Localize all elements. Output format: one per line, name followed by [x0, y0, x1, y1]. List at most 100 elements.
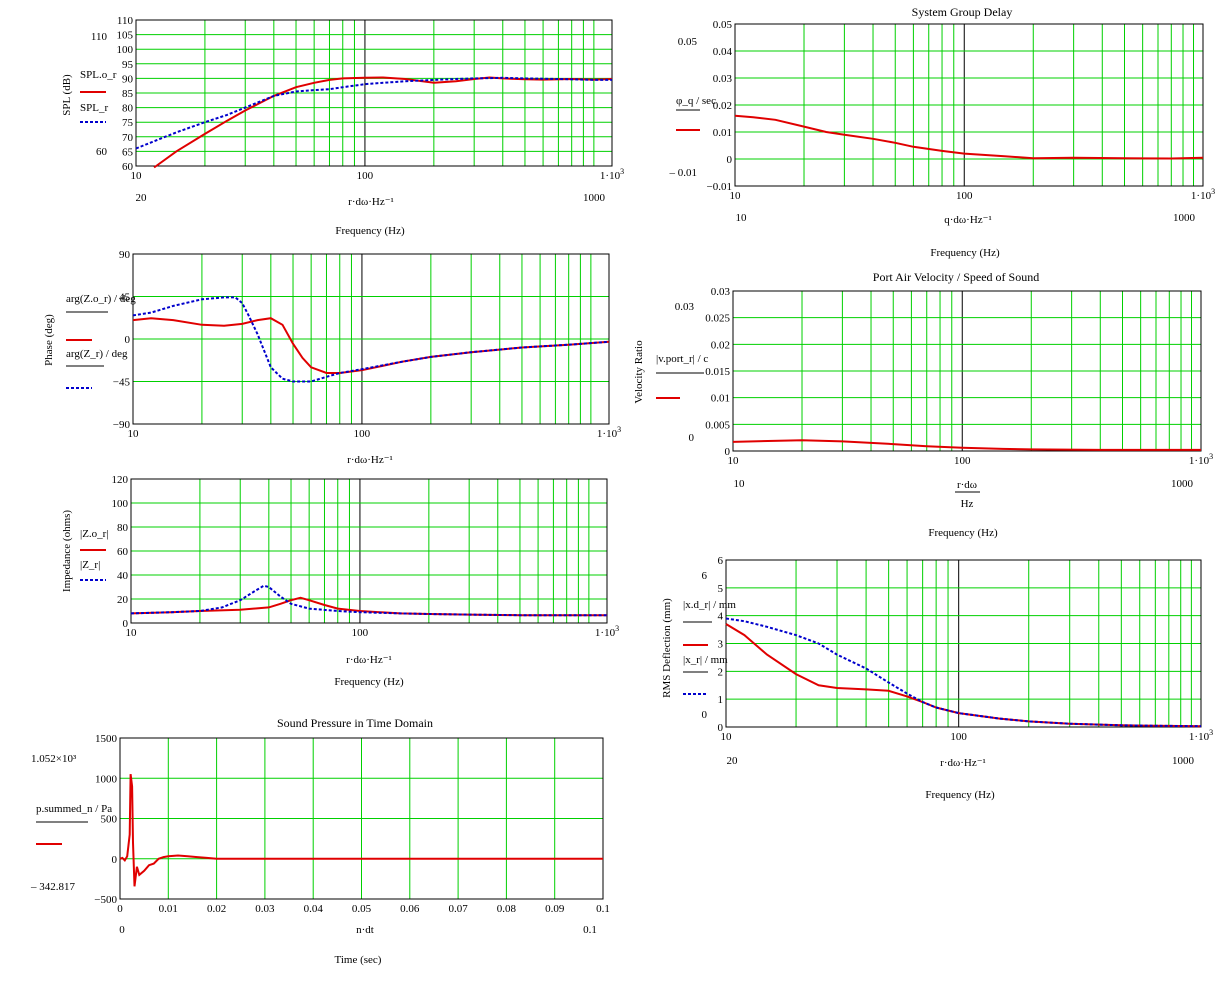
x-axis-title: Frequency (Hz) — [925, 789, 995, 801]
y-tick-label: 0.01 — [713, 127, 732, 139]
x-marker-label: 10 — [734, 478, 746, 490]
y-tick-label: 1 — [718, 694, 724, 706]
x-marker-label: 20 — [727, 755, 739, 767]
series-line — [725, 617, 1202, 728]
x-tick-label: 0.1 — [596, 903, 610, 915]
x-marker-label: 1000 — [583, 192, 606, 204]
y-axis-title: Impedance (ohms) — [61, 510, 73, 592]
y-tick-label: −0.01 — [707, 181, 732, 193]
y-tick-label: 40 — [117, 570, 129, 582]
x-tick-label: 0 — [117, 903, 123, 915]
x-tick-label: 10 — [128, 428, 140, 440]
y-tick-label: 0.02 — [711, 339, 730, 351]
legend-label: arg(Z.o_r) / deg — [66, 293, 136, 305]
y-tick-label: −90 — [113, 419, 131, 431]
x-tick-label: 100 — [352, 627, 369, 639]
x-axis-label: r·dω·Hz⁻¹ — [348, 196, 394, 208]
y-tick-label: 5 — [718, 583, 724, 595]
x-tick-label: 0.02 — [207, 903, 226, 915]
legend-label: SPL.o_r — [80, 69, 117, 81]
x-tick-label: 100 — [954, 455, 971, 467]
y-marker-label: 110 — [91, 31, 108, 43]
y-axis-title: Phase (deg) — [43, 314, 55, 366]
y-tick-label: 1500 — [95, 733, 118, 745]
series-line — [119, 773, 603, 887]
x-axis-label: r·dω·Hz⁻¹ — [940, 757, 986, 769]
x-tick-label: 1·103 — [1191, 187, 1215, 202]
y-tick-label: 75 — [122, 117, 134, 129]
x-tick-label: 100 — [950, 731, 967, 743]
series-line — [130, 596, 607, 617]
y-tick-label: 20 — [117, 594, 129, 606]
legend-label: p.summed_n / Pa — [36, 803, 112, 815]
x-axis-label: q·dω·Hz⁻¹ — [944, 214, 992, 226]
x-tick-label: 100 — [956, 190, 973, 202]
y-marker-label: 0.05 — [678, 36, 698, 48]
x-marker-label: 0.1 — [583, 924, 597, 936]
x-tick-label: 10 — [126, 627, 138, 639]
y-tick-label: 0 — [725, 446, 731, 458]
y-tick-label: 0.02 — [713, 100, 732, 112]
series-line — [732, 439, 1201, 451]
y-tick-label: 85 — [122, 88, 134, 100]
x-marker-label: 1000 — [1171, 478, 1194, 490]
y-tick-label: 3 — [718, 639, 724, 651]
chart-title: Port Air Velocity / Speed of Sound — [873, 270, 1039, 284]
x-tick-label: 0.03 — [255, 903, 275, 915]
x-tick-label: 10 — [728, 455, 740, 467]
x-tick-label: 0.07 — [448, 903, 468, 915]
y-tick-label: 0.04 — [713, 46, 733, 58]
legend-label: |x_r| / mm — [683, 654, 728, 666]
y-tick-label: 80 — [117, 522, 129, 534]
y-tick-label: 1000 — [95, 773, 118, 785]
x-tick-label: 100 — [354, 428, 371, 440]
x-axis-label: r·dω·Hz⁻¹ — [347, 454, 393, 466]
y-tick-label: 80 — [122, 103, 134, 115]
y-tick-label: 4 — [718, 611, 724, 623]
x-tick-label: 1·103 — [1189, 728, 1213, 743]
chart-impedance: 0 20 40 60 80 100 120 10 100 1·103 r·dω·Hz⁻¹ Freque… — [61, 474, 619, 688]
y-tick-label: 90 — [119, 249, 131, 261]
chart-title: Sound Pressure in Time Domain — [277, 716, 433, 730]
y-marker-label: 0.03 — [675, 301, 695, 313]
x-marker-label: 10 — [736, 212, 748, 224]
plot-frame — [119, 737, 604, 900]
x-axis-title: Time (sec) — [335, 954, 382, 966]
plot-frame — [132, 253, 610, 425]
x-axis-title: Frequency (Hz) — [928, 527, 998, 539]
x-axis-title: Frequency (Hz) — [930, 247, 1000, 259]
legend-label: |v.port_r| / c — [656, 353, 708, 365]
x-axis-title: Frequency (Hz) — [335, 225, 405, 237]
y-tick-label: 60 — [117, 546, 129, 558]
y-tick-label: 0 — [112, 854, 118, 866]
x-tick-label: 1·103 — [597, 425, 621, 440]
y-axis-title: RMS Deflection (mm) — [661, 598, 673, 698]
x-tick-label: 10 — [131, 170, 143, 182]
x-tick-label: 0.04 — [304, 903, 324, 915]
y-tick-label: 0.025 — [705, 313, 730, 325]
y-tick-label: 500 — [101, 814, 118, 826]
legend-label: |x.d_r| / mm — [683, 599, 736, 611]
series-line — [132, 296, 610, 383]
x-tick-label: 1·103 — [595, 624, 619, 639]
plot-frame — [732, 290, 1202, 452]
y-tick-label: 65 — [122, 146, 134, 158]
x-tick-label: 0.06 — [400, 903, 420, 915]
y-marker-label: 6 — [702, 570, 708, 582]
x-axis-label: n·dt — [356, 924, 374, 936]
y-tick-label: 95 — [122, 59, 134, 71]
y-tick-label: 0.015 — [705, 366, 730, 378]
x-tick-label: 1·103 — [1189, 452, 1213, 467]
x-tick-label: 0.01 — [159, 903, 178, 915]
y-marker-label: – 0.01 — [669, 167, 698, 179]
chart-title: System Group Delay — [912, 5, 1013, 19]
chart-spl: 60 65 70 75 80 85 90 95 100 105 110 10 100 1·103 110 60… — [61, 15, 624, 237]
y-marker-label: – 342.817 — [30, 881, 76, 893]
series-line — [725, 623, 1202, 728]
y-tick-label: 6 — [718, 555, 724, 567]
legend-label: SPL_r — [80, 102, 108, 114]
x-axis-title: Frequency (Hz) — [334, 676, 404, 688]
